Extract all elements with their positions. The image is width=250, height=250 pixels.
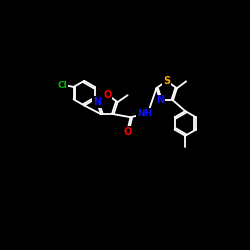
Text: N: N xyxy=(93,97,101,107)
Text: NH: NH xyxy=(137,109,152,118)
Text: O: O xyxy=(103,90,112,100)
Text: S: S xyxy=(163,76,170,86)
Text: O: O xyxy=(124,127,132,137)
Text: N: N xyxy=(156,95,164,105)
Text: Cl: Cl xyxy=(58,81,68,90)
